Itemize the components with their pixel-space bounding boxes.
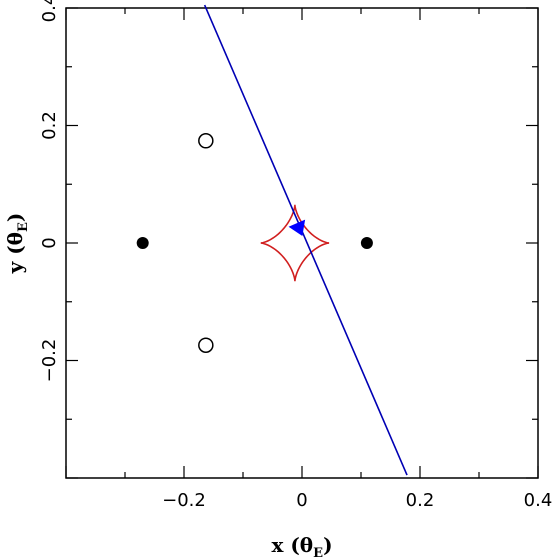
source-arrow-marker [288,219,306,237]
lens-point [136,237,149,249]
y-axis-label-end: ) [3,213,27,222]
x-tick-label: −0.2 [162,490,206,511]
lens-point [360,237,373,249]
x-axis-label: x (θE) [271,533,332,560]
x-tick-label: 0.2 [406,490,435,511]
tick-labels: −0.2 0 0.2 0.4 −0.2 0 0.2 0.4 [39,0,552,511]
caustic-curve [260,204,330,282]
source-trajectory-line [203,4,408,476]
x-axis-label-end: ) [323,533,332,557]
image-point [198,337,214,353]
x-tick-label: 0.4 [524,490,553,511]
image-point [198,133,214,149]
x-tick-label: 0 [296,490,307,511]
y-axis-label-sub: E [16,222,31,232]
x-axis-label-main: x (θ [271,533,313,557]
x-axis-label-sub: E [313,546,323,560]
y-tick-label: −0.2 [39,339,60,383]
axis-ticks [65,7,539,479]
y-axis-label: y (θE) [3,213,31,275]
lens-points [136,237,373,249]
y-axis-label-main: y (θ [3,232,27,274]
y-tick-label: 0.4 [39,0,60,22]
image-points [198,133,214,353]
y-tick-label: 0.2 [39,111,60,140]
y-tick-label: 0 [39,237,60,248]
